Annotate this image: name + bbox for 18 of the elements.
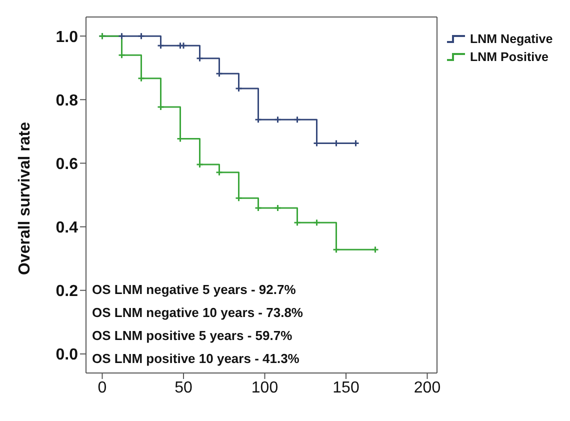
- annotation: OS LNM positive 5 years - 59.7%: [92, 327, 294, 345]
- legend-label: LNM Negative: [470, 31, 553, 48]
- annotation: OS LNM negative 5 years - 92.7%: [92, 281, 297, 299]
- x-tick-label: 150: [332, 379, 360, 396]
- annotation: OS LNM positive 10 years - 41.3%: [92, 350, 300, 368]
- y-tick-label: 0.6: [56, 156, 78, 173]
- x-tick-label: 0: [98, 379, 107, 396]
- y-tick-label: 0.2: [56, 283, 78, 300]
- y-tick-label: 0.0: [56, 346, 78, 364]
- x-tick-label: 200: [414, 379, 441, 396]
- x-tick-label: 100: [251, 379, 278, 396]
- y-tick-label: 0.4: [56, 219, 78, 236]
- y-tick-label: 0.8: [56, 92, 78, 110]
- y-tick-label: 1.0: [56, 28, 78, 46]
- legend-label: LNM Positive: [470, 49, 548, 66]
- y-axis-title: Overall survival rate: [16, 122, 34, 275]
- annotation: OS LNM negative 10 years - 73.8%: [92, 304, 303, 322]
- x-tick-label: 50: [174, 379, 192, 396]
